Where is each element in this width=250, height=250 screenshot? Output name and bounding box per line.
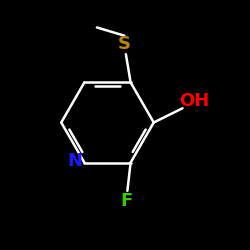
Text: S: S — [118, 35, 131, 53]
Text: F: F — [121, 192, 133, 210]
Text: N: N — [67, 152, 82, 170]
Text: OH: OH — [178, 92, 209, 110]
